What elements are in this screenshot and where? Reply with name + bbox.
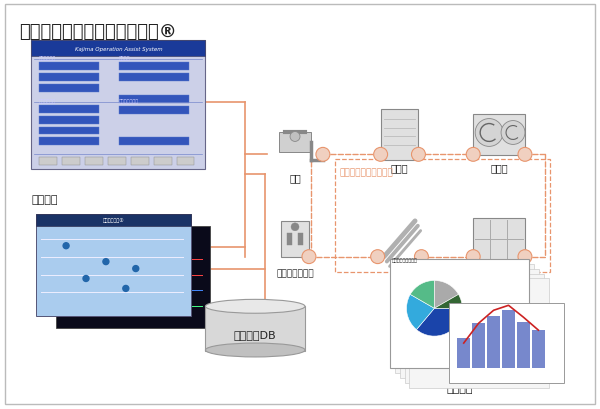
Circle shape (501, 121, 525, 145)
FancyBboxPatch shape (31, 41, 205, 57)
Text: 給水: 給水 (289, 173, 301, 183)
Circle shape (103, 259, 109, 265)
Text: 監視システム①: 監視システム① (103, 218, 124, 223)
FancyBboxPatch shape (31, 41, 205, 170)
FancyBboxPatch shape (39, 74, 99, 82)
FancyBboxPatch shape (36, 214, 191, 226)
Text: 運用デーDB: 運用デーDB (234, 329, 277, 339)
FancyBboxPatch shape (457, 338, 470, 368)
Text: 中央監視: 中央監視 (31, 195, 58, 204)
Circle shape (83, 266, 88, 272)
Circle shape (163, 291, 168, 296)
Wedge shape (410, 281, 434, 308)
FancyBboxPatch shape (85, 158, 103, 166)
Wedge shape (416, 308, 462, 336)
Circle shape (371, 250, 385, 264)
Text: 電力システム: 電力システム (481, 267, 517, 277)
FancyBboxPatch shape (449, 303, 564, 383)
FancyBboxPatch shape (154, 158, 172, 166)
Circle shape (63, 243, 69, 249)
FancyBboxPatch shape (395, 264, 534, 373)
Text: Kajima Operation Assist System: Kajima Operation Assist System (74, 47, 162, 52)
FancyBboxPatch shape (404, 274, 544, 383)
Text: 管理・代行委託: 管理・代行委託 (119, 99, 139, 103)
Ellipse shape (205, 300, 305, 313)
Text: 系統・回路電力: 系統・回路電力 (276, 269, 314, 278)
FancyBboxPatch shape (119, 138, 188, 146)
Circle shape (113, 281, 118, 286)
Text: 鹿島オペレーションアシスト®: 鹿島オペレーションアシスト® (19, 23, 177, 41)
FancyBboxPatch shape (517, 322, 530, 368)
FancyBboxPatch shape (39, 106, 99, 113)
Text: 統計分析: 統計分析 (446, 383, 473, 393)
Circle shape (518, 148, 532, 162)
Circle shape (415, 250, 428, 264)
Circle shape (143, 272, 148, 276)
Wedge shape (434, 281, 458, 308)
Circle shape (374, 148, 388, 162)
Circle shape (518, 250, 532, 264)
FancyBboxPatch shape (281, 221, 309, 257)
FancyBboxPatch shape (502, 310, 515, 368)
Circle shape (123, 286, 129, 292)
Ellipse shape (205, 343, 305, 357)
FancyBboxPatch shape (532, 330, 545, 368)
FancyBboxPatch shape (108, 158, 126, 166)
Wedge shape (407, 294, 434, 330)
FancyBboxPatch shape (39, 116, 99, 124)
Text: 施設別消費量（月）: 施設別消費量（月） (392, 257, 418, 262)
Circle shape (83, 276, 89, 282)
Circle shape (133, 301, 138, 306)
FancyBboxPatch shape (487, 317, 500, 368)
Circle shape (412, 148, 425, 162)
FancyBboxPatch shape (400, 269, 539, 378)
FancyBboxPatch shape (39, 127, 99, 135)
FancyBboxPatch shape (36, 214, 191, 317)
FancyBboxPatch shape (389, 259, 529, 368)
Text: 設備監視管理: 設備監視管理 (39, 56, 56, 61)
Circle shape (302, 250, 316, 264)
Circle shape (133, 266, 139, 272)
FancyBboxPatch shape (473, 115, 525, 156)
FancyBboxPatch shape (39, 85, 99, 92)
Circle shape (290, 132, 300, 142)
FancyBboxPatch shape (176, 158, 194, 166)
FancyBboxPatch shape (380, 109, 418, 161)
FancyBboxPatch shape (472, 324, 485, 368)
FancyBboxPatch shape (119, 96, 188, 103)
FancyBboxPatch shape (119, 63, 188, 71)
Text: 冷凍機: 冷凍機 (391, 163, 409, 173)
FancyBboxPatch shape (62, 158, 80, 166)
FancyBboxPatch shape (119, 74, 188, 82)
Circle shape (466, 148, 480, 162)
FancyBboxPatch shape (287, 233, 292, 245)
FancyBboxPatch shape (279, 133, 311, 153)
FancyBboxPatch shape (131, 158, 149, 166)
FancyBboxPatch shape (205, 307, 305, 351)
FancyBboxPatch shape (39, 158, 57, 166)
Circle shape (466, 250, 480, 264)
FancyBboxPatch shape (39, 138, 99, 146)
Text: 省エネ・環境: 省エネ・環境 (39, 99, 56, 103)
FancyBboxPatch shape (56, 226, 211, 328)
Wedge shape (434, 294, 462, 308)
FancyBboxPatch shape (119, 106, 188, 115)
FancyBboxPatch shape (409, 279, 549, 388)
Circle shape (316, 148, 330, 162)
Text: 作業管理: 作業管理 (119, 56, 130, 61)
Text: 中央監視ネットワーク: 中央監視ネットワーク (340, 168, 394, 177)
FancyBboxPatch shape (473, 218, 525, 260)
Circle shape (291, 223, 299, 231)
FancyBboxPatch shape (298, 233, 303, 245)
Text: 空調機: 空調機 (490, 163, 508, 173)
Text: 照明: 照明 (394, 267, 406, 277)
FancyBboxPatch shape (39, 63, 99, 71)
Circle shape (475, 119, 503, 147)
